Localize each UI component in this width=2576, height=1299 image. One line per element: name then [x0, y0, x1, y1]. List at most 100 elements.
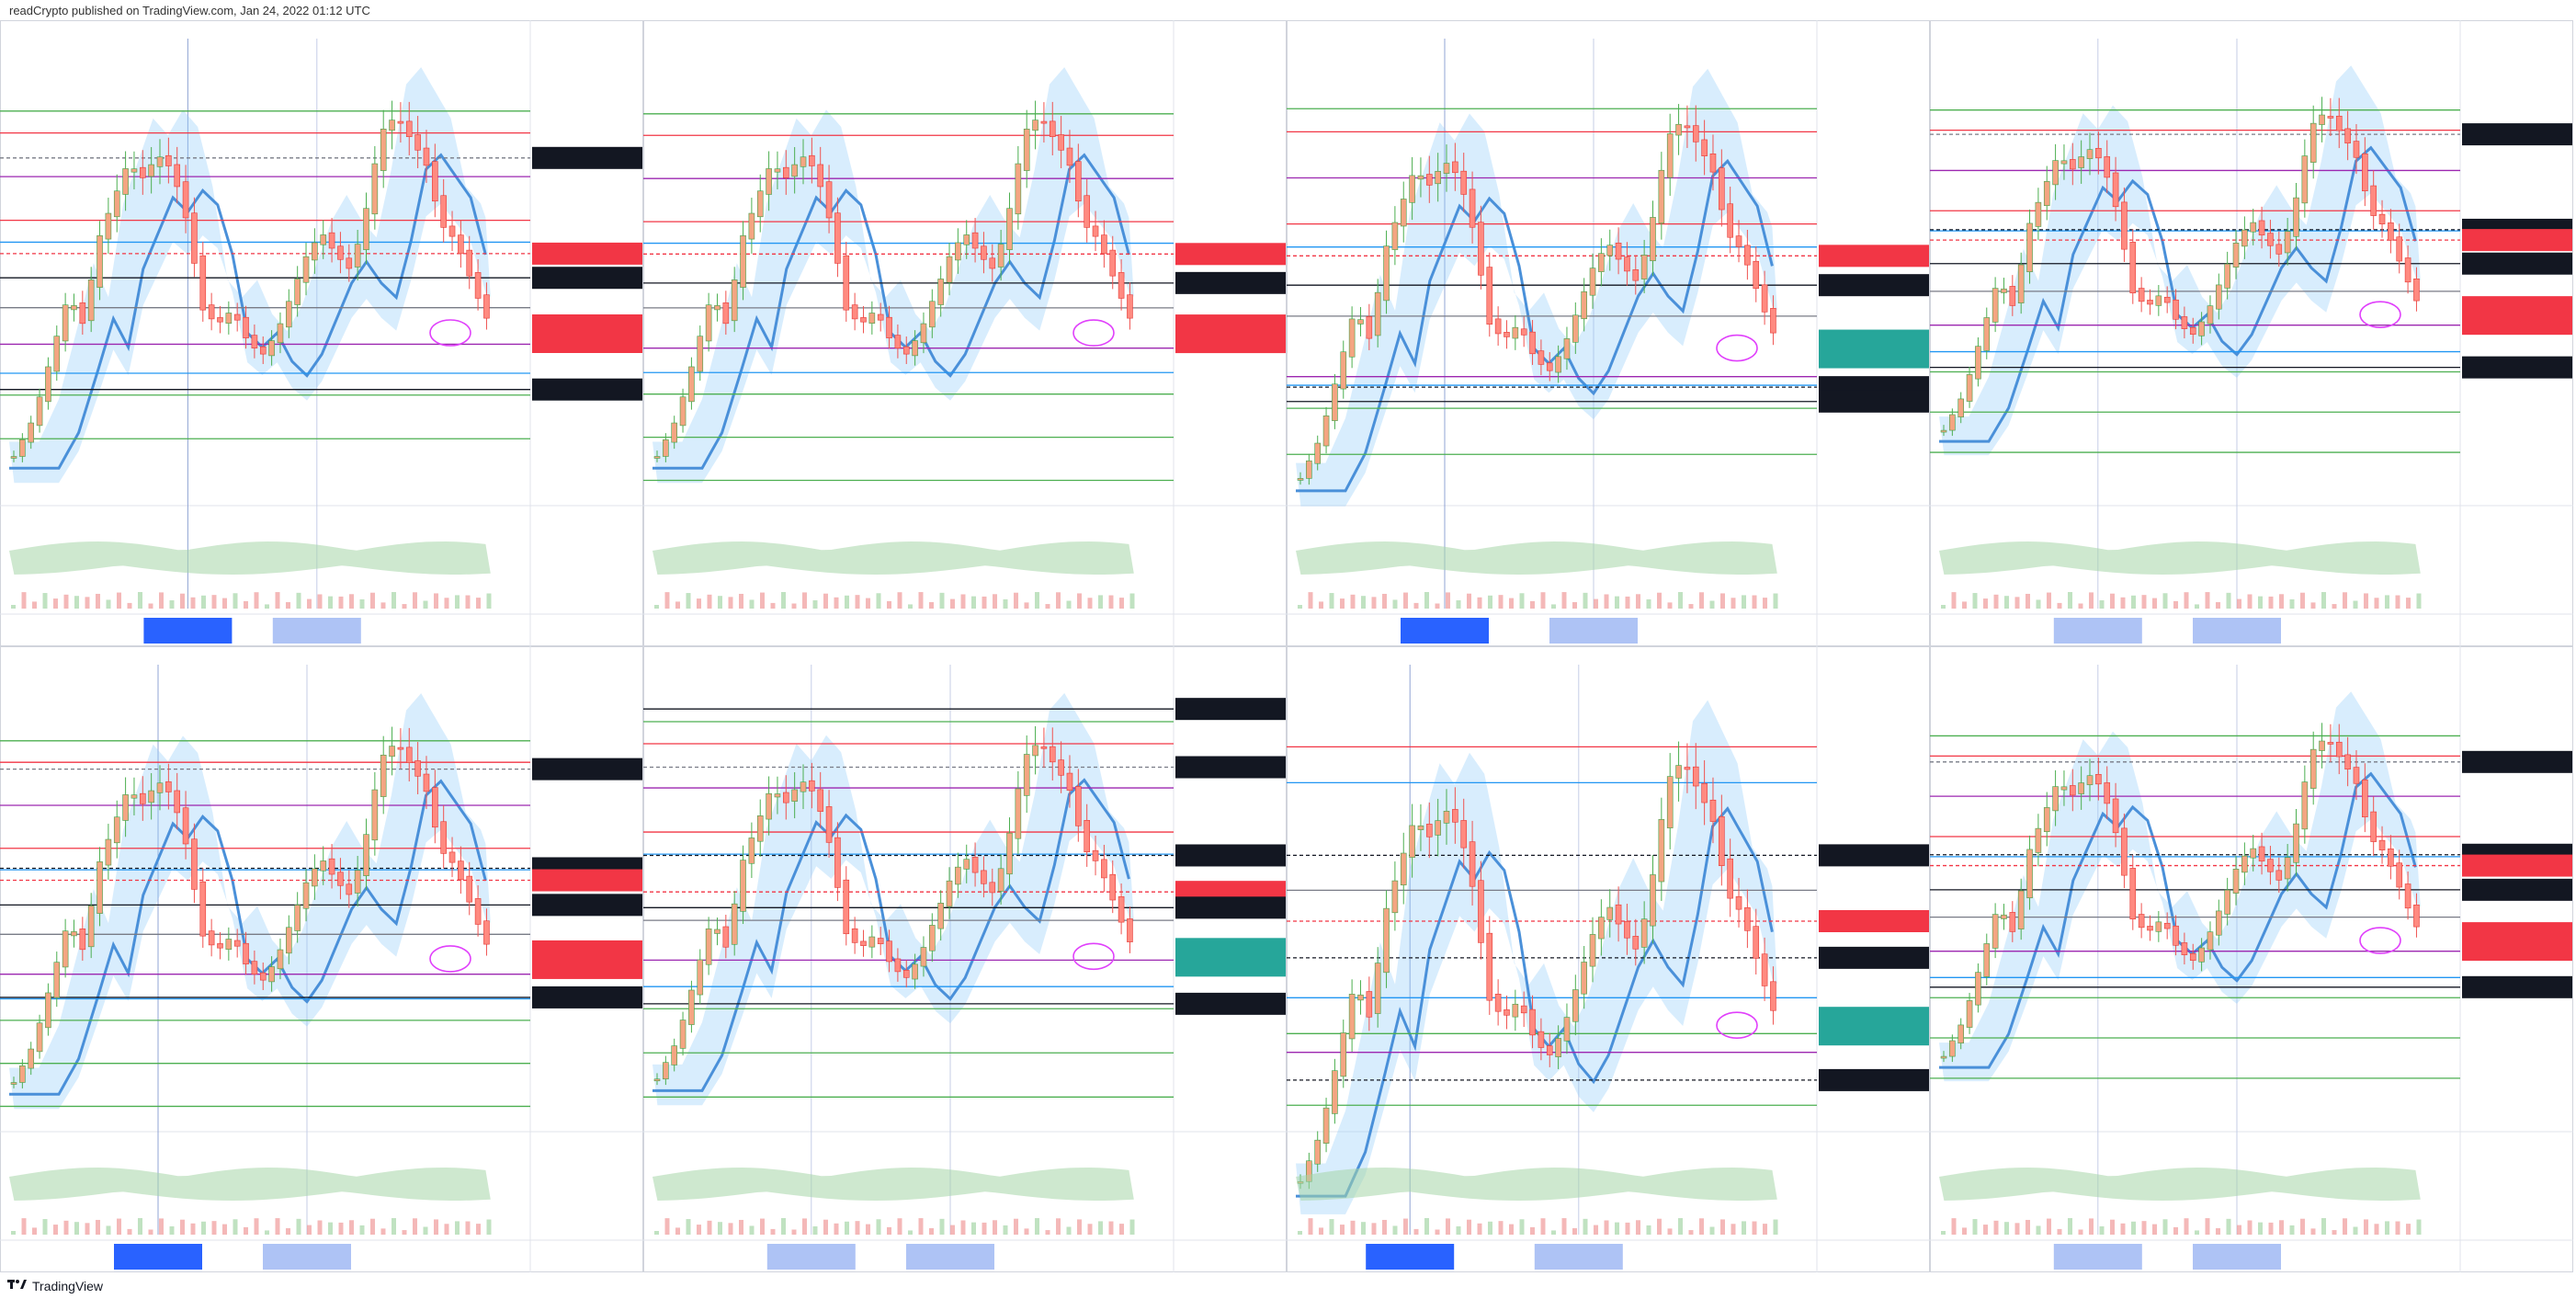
candle: [1314, 442, 1322, 464]
volume-bar: [2395, 1221, 2400, 1235]
candle: [1066, 772, 1073, 792]
volume-bar: [2364, 593, 2368, 609]
candle: [2378, 839, 2386, 850]
volume-bar: [1382, 1219, 1387, 1235]
volume-bar: [392, 1218, 396, 1235]
volume-bar: [760, 592, 765, 609]
candle: [937, 903, 944, 929]
volume-bar: [1540, 592, 1546, 609]
volume-bar: [1731, 1224, 1736, 1235]
volume-bar: [317, 1220, 323, 1235]
candle: [397, 746, 404, 750]
candle: [740, 235, 746, 288]
candle: [131, 794, 138, 799]
volume-bar: [32, 1227, 37, 1235]
volume-bar: [739, 1219, 743, 1235]
volume-bar: [2141, 1221, 2147, 1235]
volume-bar: [307, 598, 312, 609]
volume-bar: [718, 1222, 722, 1235]
candle: [1975, 346, 1981, 380]
volume-bar: [1392, 599, 1398, 609]
candle: [1109, 249, 1117, 277]
candle: [1589, 934, 1596, 967]
volume-bar: [11, 1231, 16, 1235]
volume-bar: [2247, 1220, 2253, 1235]
candle: [1529, 331, 1536, 355]
candle: [766, 168, 772, 195]
volume-bar: [918, 592, 924, 609]
volume-bar: [328, 1222, 333, 1235]
candle: [1770, 981, 1776, 1011]
candle: [371, 163, 379, 215]
volume-bar: [675, 601, 680, 609]
volume-bar: [654, 605, 659, 609]
volume-bar: [1446, 1218, 1450, 1235]
candle: [140, 792, 146, 804]
candle: [1598, 253, 1605, 272]
chart-panel[interactable]: [643, 20, 1287, 646]
volume-bar: [2195, 604, 2199, 609]
candle: [2173, 299, 2179, 320]
volume-bar: [244, 1226, 248, 1235]
candle: [156, 156, 164, 167]
volume-bar: [2057, 1228, 2062, 1235]
date-tag-bg: [2053, 618, 2142, 644]
chart-panel[interactable]: [643, 646, 1287, 1272]
chart-panel[interactable]: [1287, 646, 1930, 1272]
volume-bar: [2332, 604, 2337, 609]
chart-panel[interactable]: [0, 646, 643, 1272]
candle: [1727, 203, 1733, 238]
volume-bar: [2047, 592, 2051, 609]
volume-bar: [1308, 592, 1313, 609]
volume-bar: [53, 598, 58, 609]
candle: [19, 439, 26, 457]
volume-bar: [2120, 1223, 2126, 1235]
volume-bar: [1403, 592, 1408, 609]
circle-annotation: [429, 319, 471, 347]
brand[interactable]: TradingView: [7, 1278, 103, 1293]
chart-panel[interactable]: [1930, 20, 2573, 646]
volume-bar: [1657, 1218, 1662, 1235]
chart-panel[interactable]: [1287, 20, 1930, 646]
candle: [28, 1048, 35, 1069]
volume-bar: [1098, 595, 1103, 609]
volume-bar: [2268, 596, 2274, 609]
price-label-bg: [2462, 296, 2572, 336]
price-label-bg: [1175, 314, 1286, 354]
price-label-bg: [1175, 992, 1286, 1015]
candle: [251, 335, 258, 348]
candle: [2070, 159, 2076, 170]
date-tag-bg: [2193, 1244, 2281, 1270]
volume-bar: [370, 1218, 375, 1235]
candle: [423, 773, 430, 792]
candle: [2147, 300, 2153, 305]
candle: [191, 838, 198, 890]
candle: [148, 790, 154, 803]
volume-bar: [1329, 1219, 1334, 1235]
volume-bar: [1066, 1226, 1072, 1235]
candle: [894, 958, 902, 973]
candle: [1348, 994, 1356, 1040]
volume-bar: [127, 1228, 132, 1235]
chart-panel[interactable]: [1930, 646, 2573, 1272]
candle: [346, 883, 353, 895]
volume-bar: [1045, 604, 1050, 609]
date-tag-bg: [1366, 1244, 1455, 1270]
candle: [259, 972, 267, 981]
volume-bar: [2237, 598, 2241, 609]
volume-bar: [1456, 1225, 1461, 1235]
volume-bar: [2089, 592, 2094, 609]
date-tag-bg: [2193, 618, 2281, 644]
candle: [10, 456, 17, 459]
price-label-bg: [2462, 854, 2572, 877]
volume-bar: [169, 1225, 175, 1235]
candle: [912, 340, 918, 357]
volume-bar: [1045, 1230, 1050, 1235]
volume-bar: [159, 592, 164, 609]
chart-panel[interactable]: [0, 20, 643, 646]
candle: [2284, 857, 2291, 880]
publish-bar: readCrypto published on TradingView.com,…: [0, 0, 2576, 20]
candle: [1650, 874, 1656, 927]
volume-bar: [338, 1222, 344, 1235]
volume-bar: [1742, 595, 1746, 609]
